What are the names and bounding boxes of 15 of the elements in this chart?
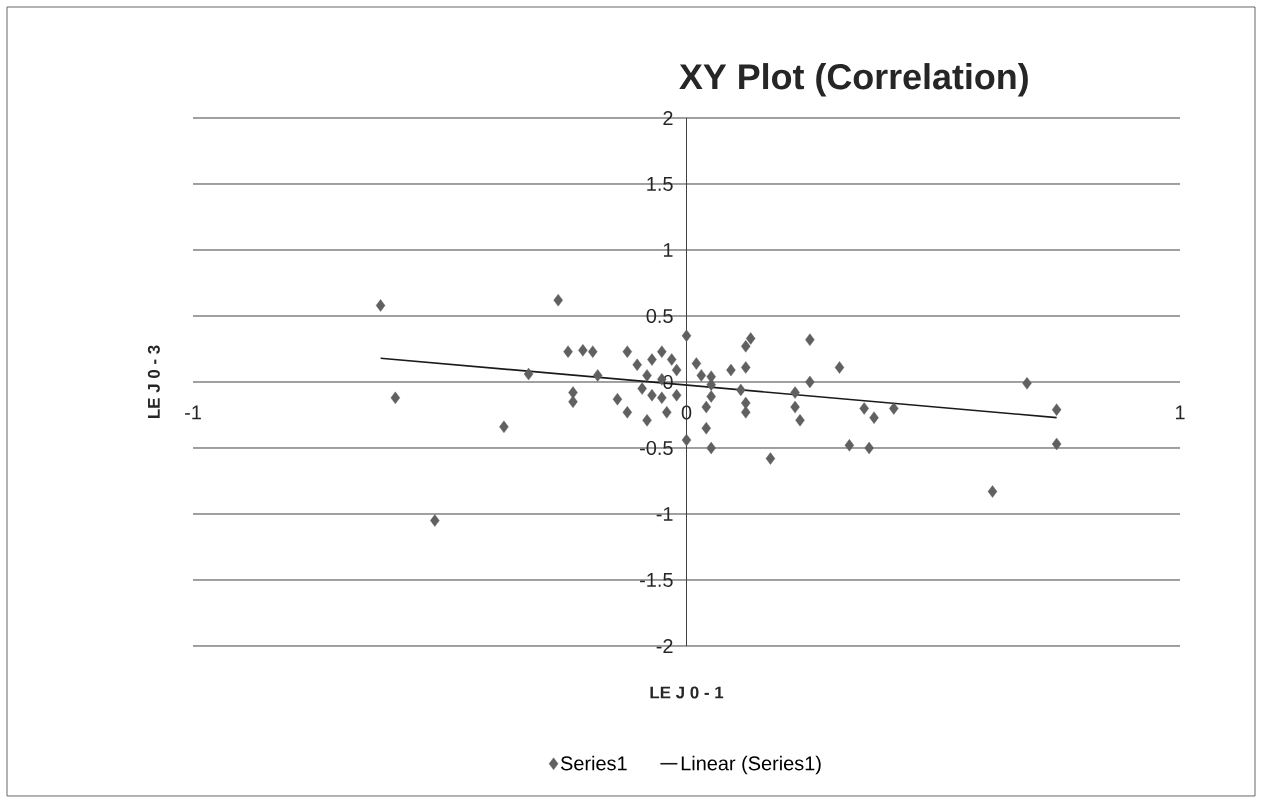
y-tick-label: -0.5 (640, 440, 673, 456)
y-tick-label: 1.5 (647, 177, 673, 191)
y-tick-label: 1 (663, 243, 673, 257)
chart-title: XY Plot (Correlation) (679, 63, 1028, 97)
x-tick-label: -1 (185, 405, 201, 420)
y-tick-label: -1.5 (640, 573, 673, 587)
y-axis-title: LE J 0 - 3 (147, 345, 160, 419)
y-tick-label: -1 (656, 507, 673, 521)
legend-label: Linear (Series1) (681, 755, 821, 775)
y-tick-label: 0.5 (646, 308, 673, 324)
x-tick-label: 1 (1175, 405, 1185, 420)
x-axis-title: LE J 0 - 1 (650, 686, 724, 699)
y-tick-label: -2 (656, 639, 673, 653)
y-tick-label: 2 (663, 111, 673, 125)
legend-label: Series1 (560, 755, 627, 771)
